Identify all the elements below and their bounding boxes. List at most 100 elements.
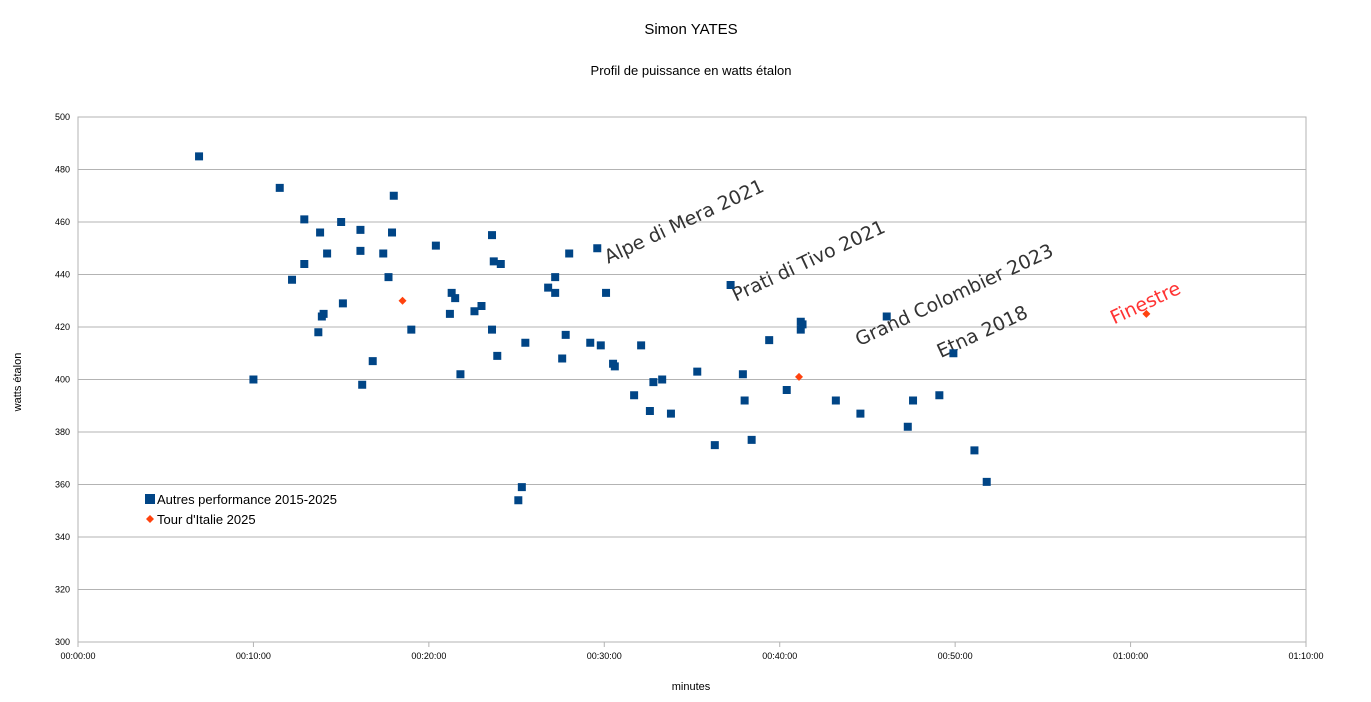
y-tick-label: 320 [55, 585, 70, 595]
data-point [489, 257, 498, 266]
legend-label: Tour d'Italie 2025 [157, 512, 256, 527]
data-point [384, 273, 393, 282]
data-point [300, 215, 309, 224]
data-point [693, 367, 702, 376]
data-point [493, 351, 502, 360]
data-point [368, 357, 377, 366]
y-tick-label: 340 [55, 532, 70, 542]
data-point [909, 396, 918, 405]
y-tick-label: 460 [55, 217, 70, 227]
plot-area [77, 116, 1307, 643]
x-tick-label: 00:40:00 [762, 651, 797, 661]
data-point [738, 370, 747, 379]
data-point [470, 307, 479, 316]
data-point [300, 260, 309, 268]
data-point [765, 336, 774, 345]
legend-marker [146, 515, 154, 523]
data-point [488, 231, 497, 240]
x-axis-ticks: 00:00:00 00:10:00 00:20:00 00:30:00 00:40:00… [60, 642, 1324, 661]
chart-title: Simon YATES [644, 21, 737, 38]
y-tick-label: 440 [55, 270, 70, 280]
data-point [970, 446, 979, 455]
data-point [477, 302, 486, 310]
chart-subtitle: Profil de puissance en watts étalon [591, 63, 792, 78]
data-point [726, 281, 735, 289]
legend: Autres performance 2015-2025 Tour d'Itali… [145, 492, 337, 527]
y-tick-label: 500 [55, 112, 70, 122]
y-tick-label: 360 [55, 480, 70, 490]
x-axis-title: minutes [672, 681, 711, 693]
data-point [558, 354, 567, 363]
data-point [565, 249, 574, 258]
data-point [637, 341, 646, 350]
data-point [649, 378, 658, 387]
y-tick-label: 380 [55, 427, 70, 437]
data-point [398, 296, 407, 305]
data-point [1142, 309, 1151, 318]
x-tick-label: 00:20:00 [411, 651, 446, 661]
data-point [451, 294, 460, 303]
data-point [356, 246, 365, 255]
data-point [379, 249, 388, 258]
x-tick-label: 00:50:00 [938, 651, 973, 661]
data-point [551, 288, 560, 297]
y-tick-label: 420 [55, 322, 70, 332]
data-point [630, 391, 639, 400]
series [398, 296, 1151, 381]
data-point [551, 273, 560, 282]
data-point [796, 325, 805, 334]
legend-marker [145, 494, 155, 504]
data-points [195, 152, 1151, 505]
data-point [856, 409, 865, 418]
data-point [517, 483, 526, 492]
data-point [593, 244, 602, 253]
data-point [356, 225, 365, 234]
x-tick-label: 00:10:00 [236, 651, 271, 661]
y-axis-title: watts étalon [12, 353, 24, 413]
data-point [561, 330, 570, 339]
y-tick-label: 300 [55, 637, 70, 647]
data-point [903, 422, 912, 431]
data-point [407, 325, 416, 334]
data-point [658, 375, 667, 384]
data-point [586, 338, 595, 347]
y-tick-label: 480 [55, 165, 70, 175]
data-point [358, 380, 367, 389]
data-point [288, 275, 297, 284]
data-point [798, 320, 807, 329]
data-point [521, 338, 530, 347]
x-tick-label: 01:00:00 [1113, 651, 1148, 661]
data-point [602, 288, 611, 297]
data-point [431, 241, 440, 250]
data-point [982, 477, 991, 486]
x-tick-label: 00:00:00 [60, 651, 95, 661]
data-point [747, 435, 756, 444]
x-tick-label: 01:10:00 [1288, 651, 1323, 661]
data-point [249, 375, 258, 384]
data-point [740, 396, 749, 405]
data-point [388, 228, 397, 237]
x-tick-label: 00:30:00 [587, 651, 622, 661]
data-point [316, 228, 325, 237]
series [195, 152, 991, 505]
data-point [882, 312, 891, 321]
y-axis-ticks: 300 320 340 360 380 400 420 440 460 480 500 [55, 112, 70, 647]
data-point [488, 325, 497, 334]
data-point [514, 496, 523, 505]
data-point [666, 409, 675, 418]
data-point [275, 183, 284, 192]
data-point [447, 288, 456, 297]
data-point [645, 407, 654, 415]
data-point [935, 391, 944, 400]
data-point [795, 372, 804, 381]
data-point [496, 260, 505, 268]
data-point [314, 328, 323, 337]
data-point [831, 396, 840, 405]
data-point [338, 299, 347, 308]
legend-label: Autres performance 2015-2025 [157, 492, 337, 507]
data-point [323, 249, 332, 258]
data-point [319, 309, 328, 318]
data-point [544, 283, 553, 292]
